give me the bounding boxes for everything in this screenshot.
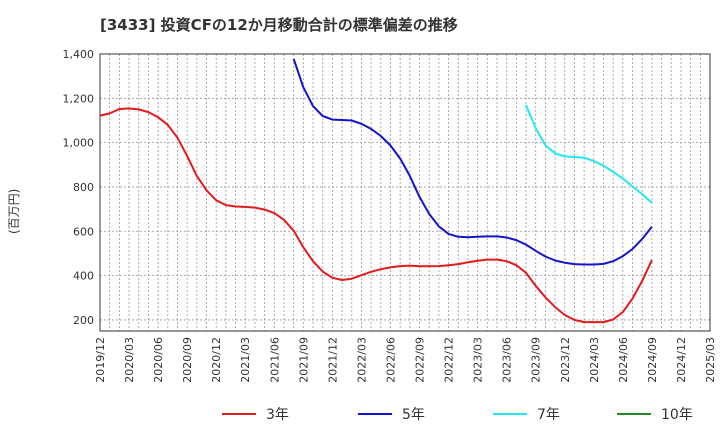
x-tick-label: 2020/03 — [123, 337, 136, 383]
x-tick-label: 2022/12 — [443, 337, 456, 383]
plot-area — [100, 54, 710, 331]
legend-label-1: 3年 — [266, 407, 289, 423]
x-tick-label: 2022/09 — [414, 337, 427, 383]
x-tick-label: 2023/03 — [472, 337, 485, 383]
x-tick-label: 2021/12 — [326, 337, 339, 383]
x-tick-label: 2024/09 — [646, 337, 659, 383]
x-tick-label: 2021/03 — [239, 337, 252, 383]
series-line-3 — [525, 104, 653, 204]
x-tick-label: 2023/12 — [559, 337, 572, 383]
y-tick-label: 1,000 — [63, 137, 95, 150]
y-tick-label: 1,400 — [63, 48, 95, 61]
legend-label-2: 5年 — [402, 407, 425, 423]
y-tick-label: 400 — [73, 270, 94, 283]
y-tick-label: 800 — [73, 181, 94, 194]
y-tick-label: 1,200 — [63, 92, 95, 105]
axis-layer: 200 400 600 800 1,000 1,200 1,400 2019/12 2020/0… — [63, 48, 718, 383]
x-tick-label: 2020/09 — [181, 337, 194, 383]
x-tick-label: 2024/12 — [675, 337, 688, 383]
x-tick-label: 2019/12 — [94, 337, 107, 383]
x-tick-label: 2021/09 — [297, 337, 310, 383]
x-tick-label: 2022/06 — [384, 337, 397, 383]
grid-layer — [99, 53, 711, 331]
x-tick-label: 2020/06 — [152, 337, 165, 383]
x-tick-label: 2021/06 — [268, 337, 281, 383]
legend-layer: 3年 5年 7年 10年 — [222, 407, 693, 423]
x-tick-label: 2025/03 — [704, 337, 717, 383]
x-tick-label: 2024/06 — [617, 337, 630, 383]
y-tick-label: 600 — [73, 225, 94, 238]
x-tick-label: 2023/09 — [530, 337, 543, 383]
x-tick-label: 2022/03 — [355, 337, 368, 383]
x-tick-label: 2024/03 — [588, 337, 601, 383]
series-layer — [99, 58, 653, 324]
x-tick-label: 2023/06 — [501, 337, 514, 383]
series-line-2 — [292, 58, 653, 266]
series-line-1 — [99, 107, 653, 324]
x-tick-label: 2020/12 — [210, 337, 223, 383]
y-tick-label: 200 — [73, 314, 94, 327]
legend-label-4: 10年 — [661, 407, 693, 423]
chart-title: [3433] 投資CFの12か月移動合計の標準偏差の推移 — [100, 16, 458, 34]
plot-frame — [99, 53, 711, 332]
legend-label-3: 7年 — [537, 407, 560, 423]
